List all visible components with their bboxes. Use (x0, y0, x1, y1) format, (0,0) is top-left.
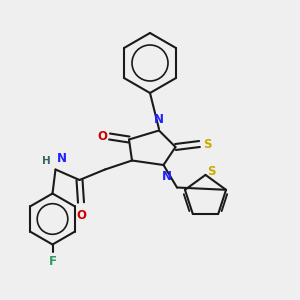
Text: N: N (57, 152, 67, 165)
Text: O: O (76, 209, 86, 222)
Text: O: O (97, 130, 107, 143)
Text: N: N (154, 113, 164, 126)
Text: S: S (203, 137, 211, 151)
Text: F: F (49, 255, 56, 268)
Text: S: S (207, 165, 215, 178)
Text: N: N (161, 169, 172, 182)
Text: H: H (42, 157, 51, 166)
